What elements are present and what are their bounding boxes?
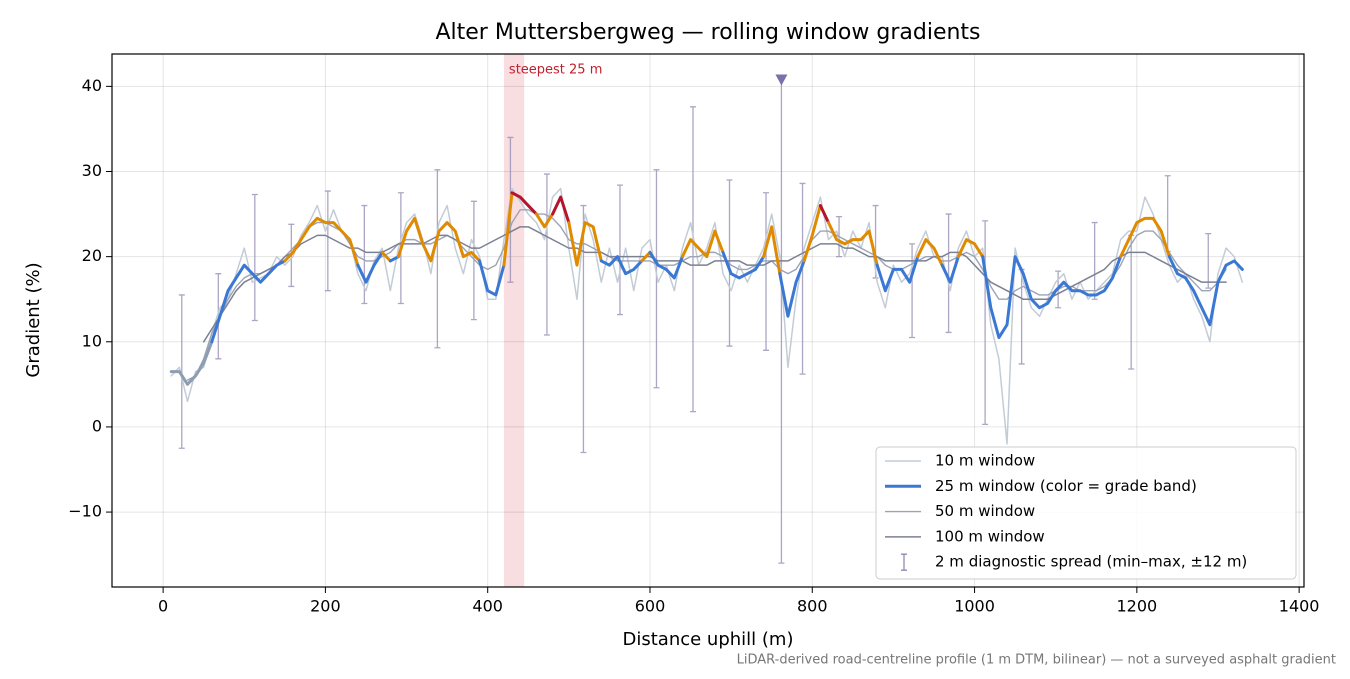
error-bar	[470, 200, 477, 321]
series-line	[648, 250, 684, 280]
error-bar	[1205, 233, 1212, 289]
series-line	[551, 195, 571, 225]
footnote: LiDAR-derived road-centreline profile (1…	[737, 653, 1336, 668]
y-tick-label: 30	[82, 161, 102, 180]
error-bar	[945, 213, 952, 334]
series-line	[380, 250, 392, 263]
plot-frame	[111, 53, 1305, 588]
error-bar	[982, 220, 989, 426]
x-tick-label: 1400	[1279, 597, 1320, 616]
error-bar	[178, 294, 185, 449]
series-line	[802, 204, 822, 263]
series-line	[778, 259, 806, 318]
series-line	[818, 204, 830, 225]
legend-label: 100 m window	[935, 527, 1045, 545]
series-line	[826, 221, 879, 267]
series-line	[534, 212, 555, 229]
x-tick-label: 0	[158, 597, 168, 616]
error-bar	[543, 173, 550, 336]
x-tick-label: 1000	[954, 597, 995, 616]
series-line	[567, 221, 603, 267]
chart-title: Alter Muttersbergweg — rolling window gr…	[435, 20, 980, 45]
series-line	[640, 250, 652, 263]
series-line	[956, 238, 985, 259]
error-bar	[434, 169, 441, 349]
error-bar	[1091, 221, 1098, 300]
series-line	[502, 191, 514, 267]
x-tick-label: 200	[310, 597, 341, 616]
error-bar	[763, 192, 770, 351]
series-line	[762, 225, 782, 276]
y-tick-label: 20	[82, 246, 102, 265]
error-bar	[251, 193, 258, 322]
series-line	[680, 229, 725, 259]
series-line	[875, 255, 920, 293]
highlight-band	[503, 54, 525, 587]
series-line	[388, 255, 400, 263]
error-bar	[580, 204, 587, 454]
error-bar	[653, 169, 660, 389]
y-axis-label: Gradient (%)	[23, 262, 44, 377]
x-tick-label: 400	[472, 597, 503, 616]
x-tick-label: 1200	[1116, 597, 1157, 616]
highlight-label: steepest 25 m	[509, 63, 602, 78]
error-bar	[689, 106, 696, 413]
legend-label: 2 m diagnostic spread (min–max, ±12 m)	[935, 553, 1247, 571]
series-line	[940, 255, 960, 284]
x-axis-label: Distance uphill (m)	[623, 629, 794, 650]
y-tick-label: 0	[92, 416, 102, 435]
series-line	[202, 226, 1227, 343]
series-line	[981, 255, 1123, 340]
legend-label: 50 m window	[935, 502, 1035, 520]
series-line	[478, 259, 506, 297]
series-line	[1119, 216, 1171, 259]
x-tick-label: 600	[635, 597, 666, 616]
legend-box	[875, 446, 1297, 580]
error-bar	[215, 273, 222, 360]
error-bar	[909, 243, 916, 339]
error-bar	[616, 184, 623, 316]
x-tick-label: 800	[797, 597, 828, 616]
series-line	[169, 340, 214, 386]
legend-label: 25 m window (color = grade band)	[935, 477, 1197, 495]
series-line	[721, 250, 766, 280]
series-line	[210, 259, 287, 344]
error-bar	[799, 182, 806, 375]
series-line	[916, 238, 944, 267]
series-line	[510, 191, 538, 216]
series-line	[396, 216, 482, 263]
y-tick-label: 40	[82, 76, 102, 95]
series-line	[283, 216, 360, 267]
series-line	[1167, 255, 1244, 327]
y-tick-label: −10	[68, 502, 102, 521]
legend-label: 10 m window	[935, 452, 1035, 470]
marker	[775, 74, 788, 86]
legend-swatch	[901, 553, 907, 571]
y-tick-label: 10	[82, 331, 102, 350]
error-bar	[324, 190, 331, 292]
series-line	[599, 255, 644, 276]
series-line	[356, 250, 384, 284]
